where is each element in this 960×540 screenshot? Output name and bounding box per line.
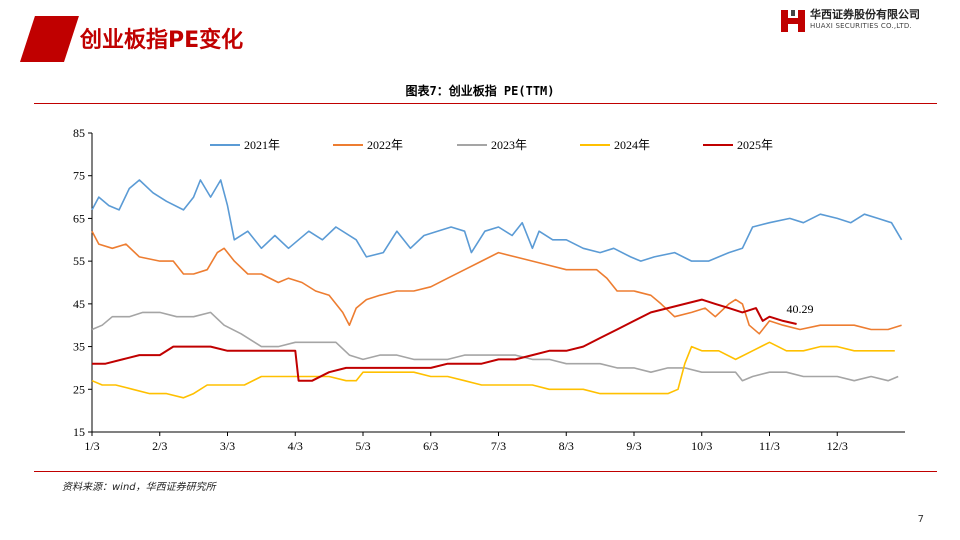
top-divider <box>34 103 937 104</box>
logo-company-name-en: HUAXI SECURITIES CO.,LTD. <box>810 22 912 30</box>
y-tick-label: 75 <box>73 169 85 183</box>
company-logo: 华西证券股份有限公司 HUAXI SECURITIES CO.,LTD. <box>780 6 950 36</box>
x-tick-label: 6/3 <box>423 439 438 453</box>
latest-value-label: 40.29 <box>786 302 813 316</box>
section-header: 创业板指PE变化 <box>0 14 270 62</box>
x-tick-label: 12/3 <box>827 439 848 453</box>
chart-legend: 2021年 2022年 2023年 2024年 2025年 <box>210 138 773 152</box>
series-line-2023 <box>91 311 899 382</box>
series-line-2024 <box>91 341 895 399</box>
page-number: 7 <box>917 514 924 525</box>
x-tick-label: 3/3 <box>220 439 235 453</box>
y-tick-label: 85 <box>73 126 85 140</box>
source-note: 资料来源：wind，华西证券研究所 <box>62 482 216 493</box>
y-tick-label: 25 <box>73 382 85 396</box>
x-tick-label: 4/3 <box>288 439 303 453</box>
y-tick-label: 45 <box>73 297 85 311</box>
x-tick-label: 1/3 <box>84 439 99 453</box>
series-line-2025 <box>92 298 797 382</box>
chart-annotation: 40.29 <box>786 302 813 316</box>
x-tick-label: 10/3 <box>691 439 712 453</box>
y-tick-label: 55 <box>73 254 85 268</box>
series-line-2021 <box>91 179 903 262</box>
y-tick-label: 15 <box>73 425 85 439</box>
x-tick-label: 9/3 <box>626 439 641 453</box>
x-tick-label: 8/3 <box>559 439 574 453</box>
chart-series-lines <box>91 179 903 399</box>
legend-label: 2021年 <box>244 138 280 152</box>
x-tick-label: 2/3 <box>152 439 167 453</box>
x-tick-label: 7/3 <box>491 439 506 453</box>
page-title: 创业板指PE变化 <box>80 28 244 53</box>
y-tick-label: 35 <box>73 340 85 354</box>
legend-label: 2022年 <box>367 138 403 152</box>
legend-label: 2025年 <box>737 138 773 152</box>
chart-axes: 15 25 35 45 55 65 75 85 1/3 2/3 3/3 4/3 5/3 6/3 7/3 8/3… <box>73 126 905 453</box>
figure-title: 图表7：创业板指 PE(TTM) <box>405 84 555 98</box>
legend-label: 2024年 <box>614 138 650 152</box>
logo-company-name-cn: 华西证券股份有限公司 <box>810 8 920 21</box>
y-tick-label: 65 <box>73 211 85 225</box>
x-tick-label: 11/3 <box>759 439 780 453</box>
legend-label: 2023年 <box>491 138 527 152</box>
huaxi-logo-icon <box>781 10 805 32</box>
series-line-2022 <box>91 230 902 335</box>
bottom-divider <box>34 471 937 472</box>
x-tick-label: 5/3 <box>355 439 370 453</box>
